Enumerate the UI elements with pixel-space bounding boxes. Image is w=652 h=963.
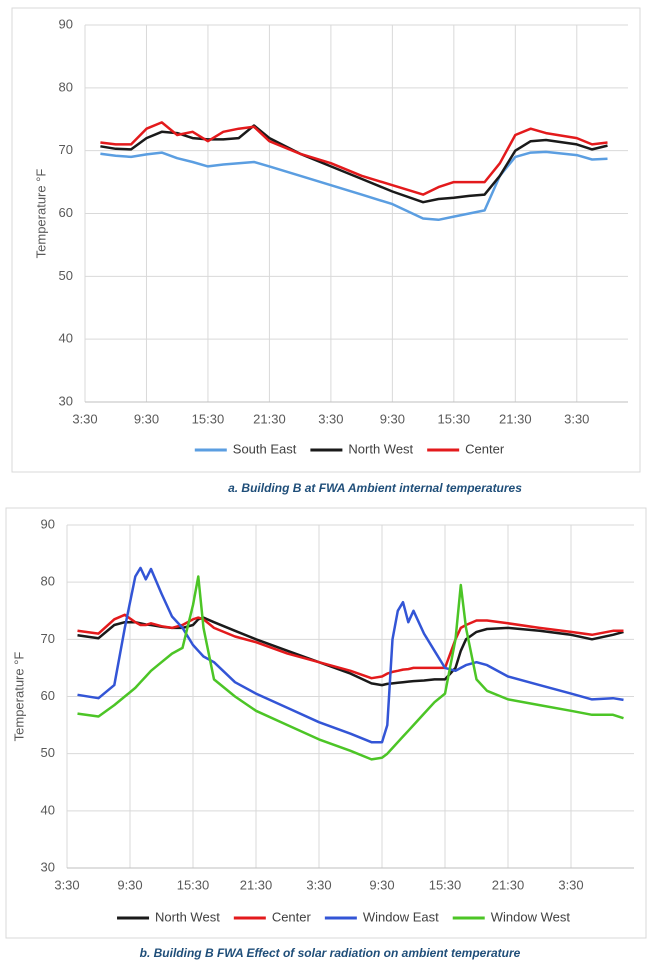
y-tick-label: 60 [59, 205, 73, 220]
x-tick-label: 3:30 [54, 877, 79, 892]
series-line [77, 616, 624, 687]
legend-item: Window East [324, 909, 439, 924]
x-tick-label: 3:30 [564, 411, 589, 426]
x-tick-label: 9:30 [134, 411, 159, 426]
frame-a [11, 7, 641, 473]
legend-item: Center [233, 909, 312, 924]
x-tick-label: 21:30 [499, 411, 532, 426]
x-tick-label: 9:30 [380, 411, 405, 426]
legend-label: Center [272, 909, 312, 924]
series-line [100, 121, 608, 196]
x-tick-label: 9:30 [369, 877, 394, 892]
y-tick-label: 80 [41, 574, 55, 589]
x-tick-label: 21:30 [253, 411, 286, 426]
series-line [77, 613, 624, 680]
y-tick-label: 70 [59, 142, 73, 157]
x-tick-label: 3:30 [306, 877, 331, 892]
x-tick-label: 15:30 [177, 877, 210, 892]
y-tick-label: 50 [59, 268, 73, 283]
series-line [77, 566, 624, 744]
y-tick-label: 40 [59, 331, 73, 346]
x-tick-label: 3:30 [72, 411, 97, 426]
legend-label: Center [465, 441, 505, 456]
legend-item: North West [117, 909, 220, 924]
x-tick-label: 3:30 [558, 877, 583, 892]
legend-label: North West [348, 441, 413, 456]
y-tick-label: 70 [41, 631, 55, 646]
x-tick-label: 15:30 [429, 877, 462, 892]
x-tick-label: 21:30 [492, 877, 525, 892]
x-tick-label: 3:30 [318, 411, 343, 426]
y-tick-label: 40 [41, 802, 55, 817]
caption: b. Building B FWA Effect of solar radiat… [140, 946, 521, 960]
y-tick-label: 30 [59, 393, 73, 408]
frame-b [5, 507, 647, 939]
y-tick-label: 90 [41, 516, 55, 531]
y-tick-label: 50 [41, 745, 55, 760]
legend-label: North West [155, 909, 220, 924]
x-tick-label: 15:30 [192, 411, 225, 426]
caption: a. Building B at FWA Ambient internal te… [228, 481, 522, 495]
legend-item: South East [194, 441, 297, 456]
legend-label: South East [233, 441, 297, 456]
x-tick-label: 21:30 [240, 877, 273, 892]
y-tick-label: 90 [59, 16, 73, 31]
legend-item: Center [427, 441, 505, 456]
y-axis-title: Temperature °F [33, 169, 48, 259]
y-tick-label: 60 [41, 688, 55, 703]
series-line [77, 575, 624, 761]
y-tick-label: 80 [59, 79, 73, 94]
legend-item: North West [310, 441, 414, 456]
series-line [100, 124, 608, 204]
series-line [100, 150, 608, 222]
legend-label: Window East [363, 909, 439, 924]
x-tick-label: 9:30 [117, 877, 142, 892]
y-axis-title: Temperature °F [11, 652, 26, 742]
x-tick-label: 15:30 [438, 411, 471, 426]
y-tick-label: 30 [41, 859, 55, 874]
legend-item: Window West [452, 909, 571, 924]
legend-label: Window West [491, 909, 571, 924]
